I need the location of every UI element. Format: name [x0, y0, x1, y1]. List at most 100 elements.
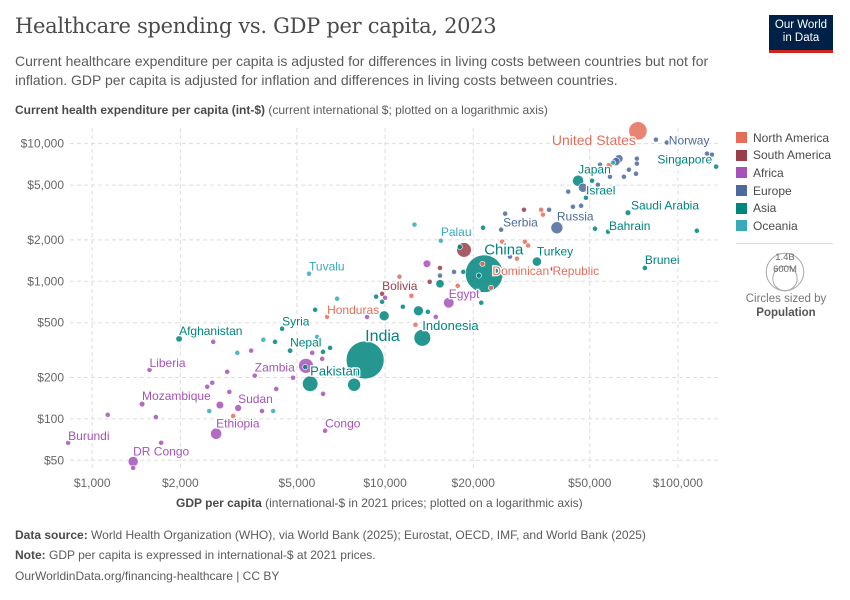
point-africa[interactable]: [224, 368, 231, 375]
point-asia[interactable]: [693, 227, 700, 234]
point-africa[interactable]: [319, 355, 326, 362]
point-oceania[interactable]: [234, 349, 241, 356]
point-europe[interactable]: [709, 151, 715, 158]
point-south-america[interactable]: [426, 278, 433, 285]
legend-item-asia[interactable]: Asia: [736, 199, 831, 217]
point-europe[interactable]: [625, 166, 632, 173]
point-asia[interactable]: [480, 224, 486, 231]
point-asia[interactable]: [456, 243, 463, 250]
point-zambia[interactable]: [251, 372, 258, 379]
point-oceania[interactable]: [411, 221, 418, 228]
point-africa[interactable]: [422, 259, 432, 268]
point-oceania[interactable]: [206, 408, 213, 414]
point-syria[interactable]: [279, 325, 285, 332]
point-norway[interactable]: [663, 139, 670, 146]
point-europe[interactable]: [653, 136, 659, 143]
point-africa[interactable]: [382, 294, 388, 301]
point-africa[interactable]: [158, 439, 165, 446]
point-ethiopia[interactable]: [210, 427, 223, 440]
point-europe[interactable]: [633, 155, 640, 162]
point-europe[interactable]: [507, 253, 513, 260]
point-oceania[interactable]: [260, 336, 267, 343]
point-europe[interactable]: [502, 210, 509, 217]
point-russia[interactable]: [550, 221, 564, 235]
point-asia[interactable]: [478, 299, 485, 306]
point-europe[interactable]: [621, 173, 627, 180]
point-africa[interactable]: [248, 347, 255, 354]
point-asia[interactable]: [302, 364, 309, 370]
legend-item-south-america[interactable]: South America: [736, 147, 831, 165]
point-africa[interactable]: [226, 389, 233, 395]
point-africa[interactable]: [432, 313, 439, 320]
point-nepal[interactable]: [287, 347, 294, 354]
source-url[interactable]: OurWorldinData.org/financing-healthcare …: [15, 569, 280, 583]
point-asia[interactable]: [435, 279, 445, 289]
point-africa[interactable]: [259, 408, 265, 414]
point-africa[interactable]: [104, 411, 111, 418]
owid-logo[interactable]: Our World in Data: [769, 15, 833, 53]
point-asia[interactable]: [378, 310, 390, 322]
point-africa[interactable]: [320, 390, 326, 397]
point-north-america[interactable]: [488, 284, 494, 291]
point-north-america[interactable]: [454, 282, 461, 289]
point-egypt[interactable]: [443, 297, 455, 309]
point-oceania[interactable]: [314, 334, 320, 340]
point-europe[interactable]: [578, 202, 585, 209]
point-india[interactable]: [345, 340, 385, 380]
point-pakistan[interactable]: [302, 375, 319, 392]
point-oceania[interactable]: [270, 408, 277, 414]
point-africa[interactable]: [152, 414, 159, 421]
legend-item-africa[interactable]: Africa: [736, 164, 831, 182]
point-north-america[interactable]: [538, 206, 545, 213]
point-europe[interactable]: [578, 182, 588, 193]
point-europe[interactable]: [607, 173, 613, 180]
point-singapore[interactable]: [713, 163, 720, 170]
point-north-america[interactable]: [525, 242, 532, 249]
point-africa[interactable]: [290, 374, 296, 381]
point-asia[interactable]: [475, 272, 482, 279]
point-asia[interactable]: [312, 306, 319, 313]
point-europe[interactable]: [597, 161, 603, 168]
point-asia[interactable]: [399, 303, 406, 310]
point-africa[interactable]: [364, 313, 370, 320]
point-asia[interactable]: [327, 344, 333, 351]
point-sudan[interactable]: [234, 404, 242, 412]
point-north-america[interactable]: [396, 273, 403, 280]
point-africa[interactable]: [215, 400, 225, 410]
legend-item-oceania[interactable]: Oceania: [736, 217, 831, 235]
point-bolivia[interactable]: [379, 290, 386, 297]
point-europe[interactable]: [595, 181, 601, 188]
point-asia[interactable]: [592, 225, 598, 232]
point-europe[interactable]: [565, 188, 572, 195]
point-united-states[interactable]: [628, 121, 648, 141]
point-asia[interactable]: [424, 308, 431, 315]
point-congo[interactable]: [322, 427, 328, 434]
point-bahrain[interactable]: [605, 228, 611, 235]
point-north-america[interactable]: [521, 238, 528, 245]
point-asia[interactable]: [379, 298, 386, 305]
point-africa[interactable]: [273, 386, 280, 392]
legend-item-north-america[interactable]: North America: [736, 129, 831, 147]
point-asia[interactable]: [272, 338, 278, 345]
point-asia[interactable]: [373, 293, 380, 300]
point-europe[interactable]: [437, 272, 443, 279]
point-oceania[interactable]: [610, 159, 616, 166]
point-north-america[interactable]: [499, 238, 506, 245]
point-asia[interactable]: [413, 305, 424, 317]
point-israel[interactable]: [589, 177, 595, 184]
point-brunei[interactable]: [641, 265, 648, 271]
point-palau[interactable]: [437, 237, 444, 244]
point-asia[interactable]: [460, 268, 467, 275]
point-indonesia[interactable]: [413, 329, 431, 347]
point-afghanistan[interactable]: [175, 335, 183, 343]
point-north-america[interactable]: [412, 321, 419, 328]
point-south-america[interactable]: [549, 266, 556, 272]
point-north-america[interactable]: [514, 255, 520, 262]
legend-item-europe[interactable]: Europe: [736, 182, 831, 200]
point-liberia[interactable]: [146, 366, 153, 373]
point-asia[interactable]: [320, 348, 326, 355]
point-africa[interactable]: [130, 465, 137, 471]
point-north-america[interactable]: [540, 211, 546, 218]
point-serbia[interactable]: [498, 226, 505, 233]
point-europe[interactable]: [633, 170, 639, 177]
